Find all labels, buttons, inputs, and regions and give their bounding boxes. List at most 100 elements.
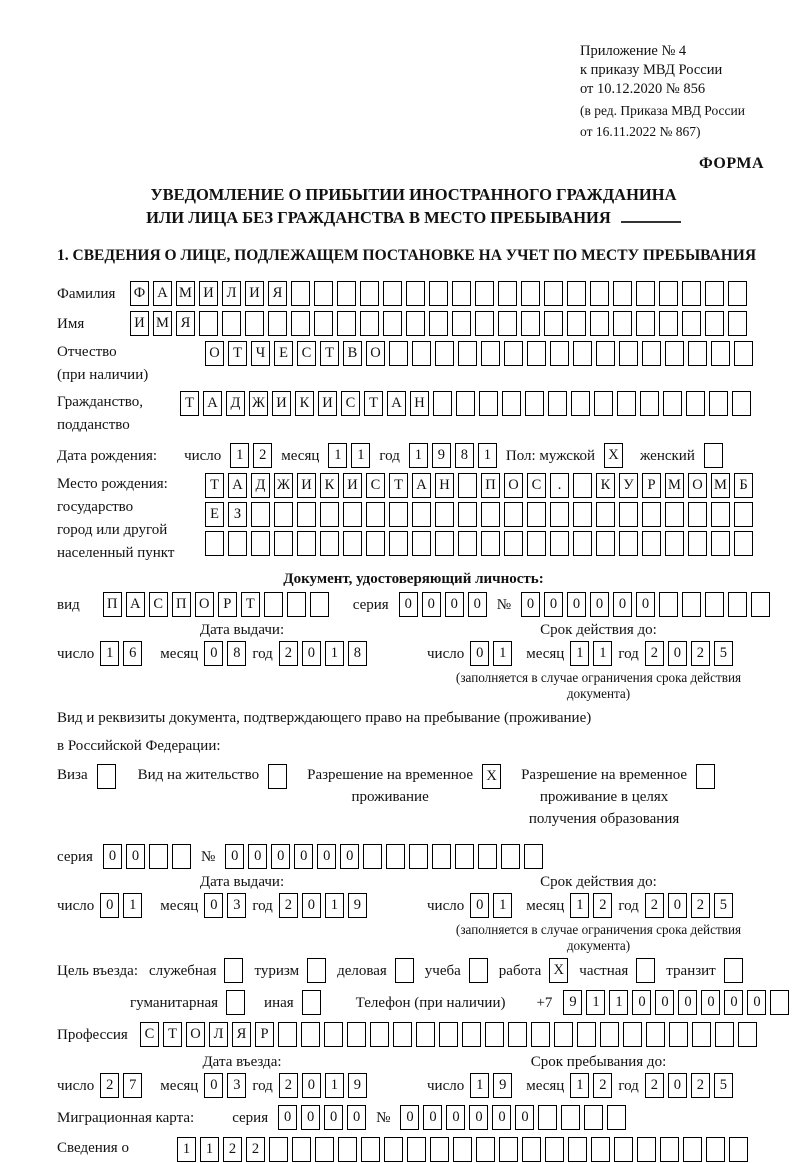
char-cell[interactable] xyxy=(458,473,477,498)
char-cell[interactable] xyxy=(297,502,316,527)
char-cell[interactable]: 0 xyxy=(636,592,655,617)
char-cell[interactable] xyxy=(550,531,569,556)
char-cell[interactable] xyxy=(224,958,244,983)
char-cell[interactable]: Т xyxy=(180,391,199,416)
char-cell[interactable] xyxy=(478,844,498,869)
char-cell[interactable]: 2 xyxy=(690,1073,710,1098)
char-cell[interactable] xyxy=(642,531,661,556)
char-cell[interactable]: Ж xyxy=(274,473,293,498)
char-cell[interactable] xyxy=(596,531,615,556)
char-cell[interactable]: 0 xyxy=(248,844,268,869)
char-cell[interactable]: 0 xyxy=(724,990,744,1015)
char-cell[interactable]: А xyxy=(228,473,247,498)
char-cell[interactable]: 0 xyxy=(467,592,487,617)
char-cell[interactable]: 0 xyxy=(225,844,245,869)
char-cell[interactable] xyxy=(389,341,408,366)
char-cell[interactable]: М xyxy=(176,281,195,306)
residence-permit-checkbox[interactable] xyxy=(268,764,288,789)
char-cell[interactable]: 2 xyxy=(223,1137,242,1162)
char-cell[interactable] xyxy=(504,531,523,556)
char-cell[interactable]: 2 xyxy=(278,1073,298,1098)
char-cell[interactable]: . xyxy=(550,473,569,498)
char-cell[interactable] xyxy=(458,531,477,556)
char-cell[interactable] xyxy=(573,531,592,556)
char-cell[interactable] xyxy=(274,531,293,556)
char-cell[interactable] xyxy=(703,443,723,468)
char-cell[interactable]: 1 xyxy=(570,1073,590,1098)
char-cell[interactable]: 0 xyxy=(469,1105,489,1130)
char-cell[interactable]: Ж xyxy=(249,391,268,416)
char-cell[interactable]: 0 xyxy=(317,844,337,869)
char-cell[interactable] xyxy=(567,311,586,336)
char-cell[interactable]: 2 xyxy=(253,443,273,468)
char-cell[interactable] xyxy=(452,281,471,306)
char-cell[interactable]: 1 xyxy=(477,443,497,468)
char-cell[interactable] xyxy=(659,592,678,617)
char-cell[interactable]: 1 xyxy=(324,1073,344,1098)
char-cell[interactable] xyxy=(715,1022,734,1047)
char-cell[interactable]: 0 xyxy=(667,1073,687,1098)
char-cell[interactable]: Е xyxy=(205,502,224,527)
char-cell[interactable]: Т xyxy=(240,592,260,617)
char-cell[interactable] xyxy=(619,531,638,556)
char-cell[interactable]: 3 xyxy=(227,893,247,918)
char-cell[interactable]: И xyxy=(318,391,337,416)
char-cell[interactable] xyxy=(613,281,632,306)
sex-female-checkbox[interactable] xyxy=(703,443,723,468)
char-cell[interactable] xyxy=(314,311,333,336)
purpose-work-checkbox[interactable]: X xyxy=(549,958,569,983)
char-cell[interactable] xyxy=(370,1022,389,1047)
char-cell[interactable]: 2 xyxy=(644,893,664,918)
char-cell[interactable]: О xyxy=(194,592,214,617)
char-cell[interactable] xyxy=(361,1137,380,1162)
char-cell[interactable]: 0 xyxy=(655,990,675,1015)
char-cell[interactable] xyxy=(343,531,362,556)
char-cell[interactable] xyxy=(226,990,246,1015)
char-cell[interactable]: А xyxy=(412,473,431,498)
char-cell[interactable]: 1 xyxy=(177,1137,196,1162)
char-cell[interactable] xyxy=(453,1137,472,1162)
char-cell[interactable]: П xyxy=(102,592,122,617)
char-cell[interactable] xyxy=(573,341,592,366)
char-cell[interactable]: 0 xyxy=(340,844,360,869)
char-cell[interactable] xyxy=(481,531,500,556)
char-cell[interactable] xyxy=(561,1105,581,1130)
char-cell[interactable] xyxy=(347,1022,366,1047)
char-cell[interactable]: 2 xyxy=(246,1137,265,1162)
char-cell[interactable]: А xyxy=(203,391,222,416)
char-cell[interactable] xyxy=(545,1137,564,1162)
char-cell[interactable]: 1 xyxy=(593,641,613,666)
char-cell[interactable] xyxy=(596,341,615,366)
char-cell[interactable]: 1 xyxy=(351,443,371,468)
char-cell[interactable] xyxy=(682,592,701,617)
char-cell[interactable]: 3 xyxy=(227,1073,247,1098)
char-cell[interactable]: И xyxy=(297,473,316,498)
char-cell[interactable] xyxy=(692,1022,711,1047)
char-cell[interactable]: М xyxy=(711,473,730,498)
char-cell[interactable]: Н xyxy=(435,473,454,498)
char-cell[interactable]: 5 xyxy=(713,893,733,918)
char-cell[interactable] xyxy=(412,341,431,366)
char-cell[interactable]: Я xyxy=(176,311,195,336)
char-cell[interactable] xyxy=(696,764,716,789)
char-cell[interactable]: 0 xyxy=(678,990,698,1015)
char-cell[interactable]: 0 xyxy=(102,844,122,869)
char-cell[interactable]: М xyxy=(153,311,172,336)
purpose-transit-checkbox[interactable] xyxy=(723,958,743,983)
char-cell[interactable]: 0 xyxy=(125,844,145,869)
char-cell[interactable] xyxy=(481,341,500,366)
char-cell[interactable]: 9 xyxy=(347,893,367,918)
char-cell[interactable] xyxy=(393,1022,412,1047)
char-cell[interactable]: 0 xyxy=(470,893,490,918)
char-cell[interactable]: О xyxy=(205,341,224,366)
char-cell[interactable] xyxy=(567,281,586,306)
char-cell[interactable]: О xyxy=(366,341,385,366)
